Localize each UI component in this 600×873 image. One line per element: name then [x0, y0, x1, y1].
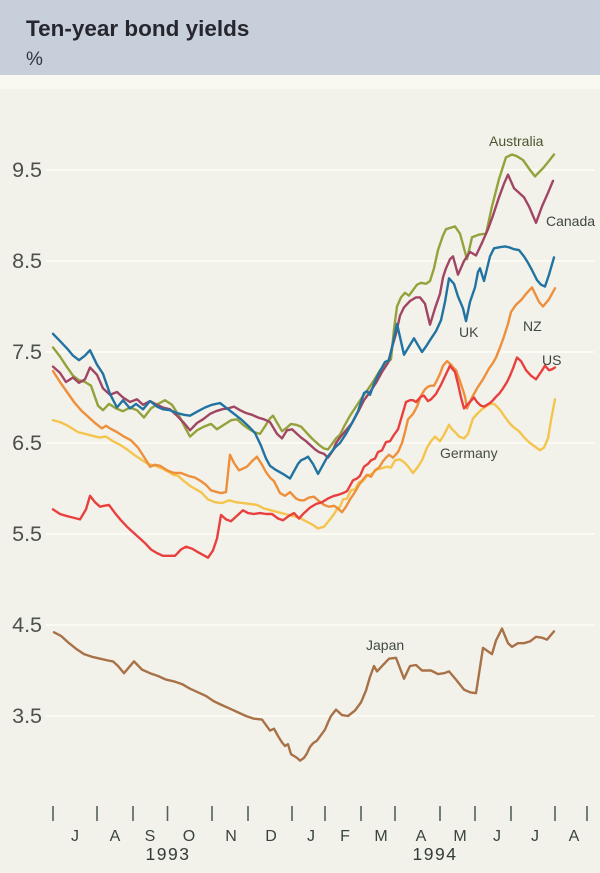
svg-text:M: M [453, 828, 466, 845]
svg-text:8.5: 8.5 [12, 249, 42, 273]
svg-text:7.5: 7.5 [12, 340, 42, 364]
svg-text:6.5: 6.5 [12, 431, 42, 455]
svg-text:A: A [416, 828, 427, 845]
svg-text:NZ: NZ [523, 318, 542, 334]
svg-text:N: N [225, 828, 237, 845]
svg-text:%: % [26, 49, 43, 70]
svg-text:A: A [569, 828, 580, 845]
svg-text:1993: 1993 [146, 844, 191, 864]
svg-text:UK: UK [459, 324, 479, 340]
svg-text:D: D [265, 828, 277, 845]
svg-text:Germany: Germany [440, 445, 498, 461]
svg-text:Japan: Japan [366, 637, 404, 653]
svg-text:J: J [71, 828, 79, 845]
svg-text:J: J [307, 828, 315, 845]
svg-text:J: J [493, 828, 501, 845]
svg-text:US: US [542, 352, 561, 368]
svg-text:M: M [374, 828, 387, 845]
svg-text:O: O [183, 828, 195, 845]
svg-text:5.5: 5.5 [12, 522, 42, 546]
svg-text:9.5: 9.5 [12, 158, 42, 182]
svg-text:S: S [145, 828, 156, 845]
svg-text:J: J [531, 828, 539, 845]
svg-text:Canada: Canada [546, 213, 595, 229]
svg-text:Ten-year bond yields: Ten-year bond yields [26, 16, 249, 41]
svg-text:Australia: Australia [489, 133, 544, 149]
svg-text:F: F [340, 828, 350, 845]
svg-text:1994: 1994 [413, 844, 458, 864]
svg-text:A: A [110, 828, 121, 845]
svg-text:4.5: 4.5 [12, 613, 42, 637]
svg-text:3.5: 3.5 [12, 704, 42, 728]
